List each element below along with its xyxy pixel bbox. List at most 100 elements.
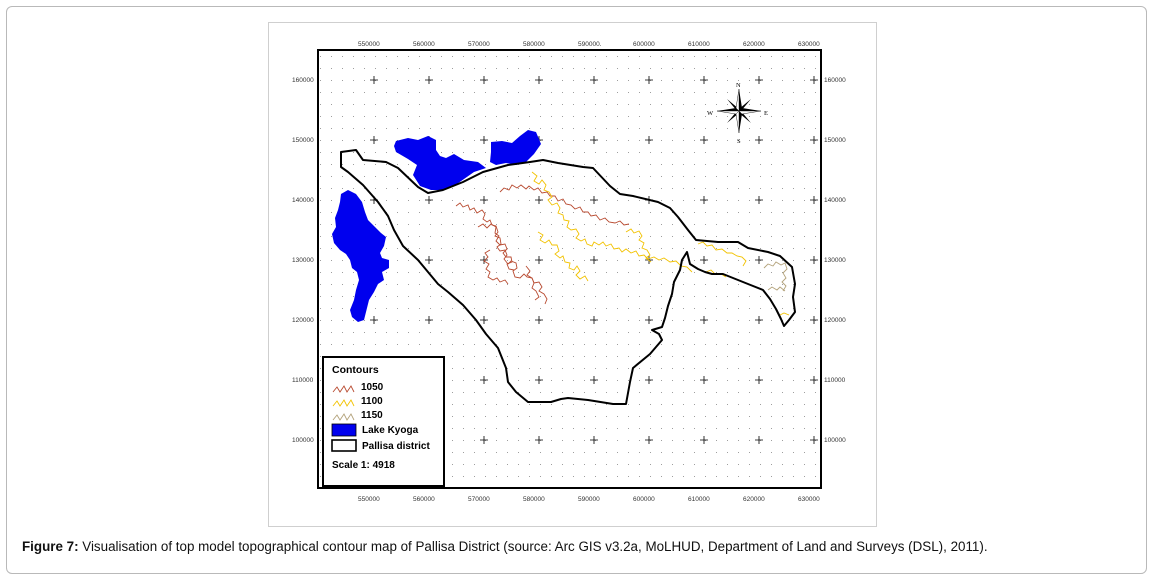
graticule-dot <box>804 92 805 93</box>
graticule-dot <box>507 272 508 273</box>
graticule-dot <box>551 152 552 153</box>
graticule-dot <box>617 308 618 309</box>
graticule-dot <box>782 212 783 213</box>
graticule-dot <box>782 80 783 81</box>
graticule-dot <box>419 92 420 93</box>
graticule-dot <box>694 368 695 369</box>
graticule-dot <box>540 212 541 213</box>
graticule-dot <box>474 116 475 117</box>
graticule-dot <box>342 272 343 273</box>
graticule-dot <box>738 344 739 345</box>
graticule-dot <box>661 356 662 357</box>
graticule-dot <box>463 116 464 117</box>
graticule-dot <box>386 332 387 333</box>
graticule-dot <box>364 128 365 129</box>
graticule-dot <box>353 128 354 129</box>
graticule-dot <box>485 320 486 321</box>
graticule-dot <box>595 380 596 381</box>
graticule-dot <box>551 188 552 189</box>
graticule-dot <box>584 452 585 453</box>
graticule-dot <box>683 92 684 93</box>
graticule-dot <box>606 188 607 189</box>
graticule-dot <box>639 56 640 57</box>
graticule-dot <box>639 188 640 189</box>
graticule-dot <box>551 104 552 105</box>
graticule-dot <box>705 464 706 465</box>
graticule-dot <box>397 80 398 81</box>
graticule-dot <box>760 248 761 249</box>
graticule-dot <box>705 128 706 129</box>
graticule-dot <box>749 56 750 57</box>
graticule-dot <box>738 80 739 81</box>
graticule-dot <box>815 416 816 417</box>
graticule-dot <box>331 140 332 141</box>
graticule-dot <box>815 440 816 441</box>
graticule-dot <box>727 68 728 69</box>
graticule-dot <box>727 380 728 381</box>
graticule-dot <box>584 248 585 249</box>
graticule-dot <box>683 320 684 321</box>
graticule-dot <box>551 272 552 273</box>
graticule-dot <box>441 80 442 81</box>
graticule-dot <box>397 224 398 225</box>
graticule-dot <box>661 56 662 57</box>
graticule-dot <box>716 320 717 321</box>
x-tick-top: 630000 <box>798 41 820 48</box>
graticule-dot <box>320 416 321 417</box>
graticule-dot <box>705 212 706 213</box>
graticule-dot <box>540 56 541 57</box>
graticule-dot <box>716 152 717 153</box>
graticule-dot <box>529 248 530 249</box>
graticule-dot <box>419 104 420 105</box>
graticule-dot <box>529 236 530 237</box>
graticule-dot <box>606 464 607 465</box>
graticule-dot <box>474 428 475 429</box>
graticule-dot <box>540 464 541 465</box>
graticule-dot <box>815 428 816 429</box>
graticule-dot <box>331 236 332 237</box>
graticule-dot <box>628 248 629 249</box>
graticule-dot <box>738 476 739 477</box>
graticule-dot <box>353 272 354 273</box>
graticule-dot <box>375 104 376 105</box>
graticule-dot <box>485 392 486 393</box>
graticule-dot <box>408 176 409 177</box>
graticule-dot <box>771 56 772 57</box>
graticule-dot <box>595 224 596 225</box>
graticule-dot <box>672 104 673 105</box>
graticule-dot <box>771 188 772 189</box>
graticule-dot <box>705 200 706 201</box>
graticule-dot <box>485 380 486 381</box>
graticule-dot <box>584 92 585 93</box>
graticule-dot <box>804 140 805 141</box>
graticule-dot <box>386 128 387 129</box>
graticule-dot <box>430 200 431 201</box>
graticule-dot <box>595 152 596 153</box>
graticule-dot <box>518 236 519 237</box>
graticule-dot <box>397 116 398 117</box>
graticule-dot <box>551 308 552 309</box>
y-tick-right: 160000 <box>824 77 846 84</box>
graticule-dot <box>452 128 453 129</box>
graticule-dot <box>815 164 816 165</box>
graticule-dot <box>529 368 530 369</box>
graticule-dot <box>430 332 431 333</box>
graticule-dot <box>540 260 541 261</box>
graticule-dot <box>749 404 750 405</box>
graticule-dot <box>683 356 684 357</box>
graticule-dot <box>815 260 816 261</box>
graticule-dot <box>760 356 761 357</box>
graticule-dot <box>727 188 728 189</box>
graticule-dot <box>353 56 354 57</box>
graticule-dot <box>661 212 662 213</box>
graticule-dot <box>474 404 475 405</box>
graticule-dot <box>551 164 552 165</box>
graticule-dot <box>782 128 783 129</box>
graticule-dot <box>573 476 574 477</box>
graticule-dot <box>694 56 695 57</box>
graticule-dot <box>639 200 640 201</box>
graticule-dot <box>628 104 629 105</box>
graticule-dot <box>507 296 508 297</box>
graticule-dot <box>804 164 805 165</box>
graticule-dot <box>595 344 596 345</box>
